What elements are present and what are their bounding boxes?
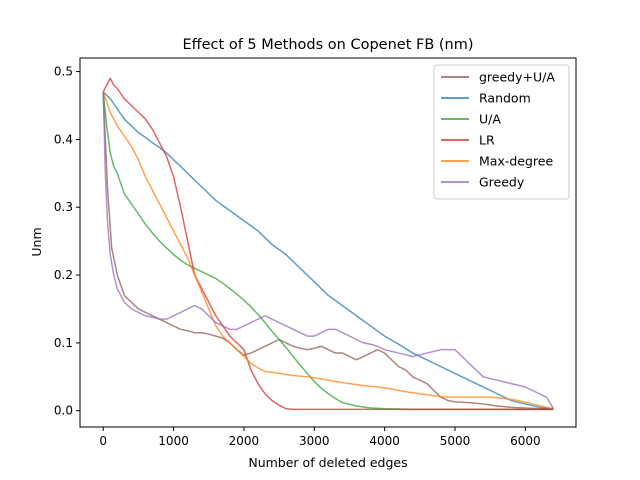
x-tick-label: 2000 xyxy=(229,434,260,448)
x-tick-label: 6000 xyxy=(510,434,541,448)
x-axis: 0 1000 2000 3000 4000 5000 6000 xyxy=(99,427,541,448)
series-line-5 xyxy=(102,91,555,410)
y-tick-label: 0.5 xyxy=(54,65,73,79)
x-tick-label: 0 xyxy=(99,434,107,448)
series-layer xyxy=(102,77,555,411)
y-tick-label: 0.1 xyxy=(54,336,73,350)
x-tick-label: 4000 xyxy=(369,434,400,448)
legend-label: Max-degree xyxy=(479,154,553,169)
x-tick-label: 3000 xyxy=(299,434,330,448)
x-tick-label: 5000 xyxy=(440,434,471,448)
legend-label: U/A xyxy=(479,112,501,127)
y-tick-label: 0.3 xyxy=(54,200,73,214)
legend: greedy+U/A Random U/A LR Max-degree Greedy xyxy=(433,64,570,200)
y-axis: 0.0 0.1 0.2 0.3 0.4 0.5 xyxy=(54,65,80,418)
y-tick-label: 0.4 xyxy=(54,132,73,146)
legend-label: LR xyxy=(479,133,495,148)
y-tick-label: 0.0 xyxy=(54,404,73,418)
series-line-1 xyxy=(102,91,554,410)
legend-label: Greedy xyxy=(479,175,525,190)
series-line-4 xyxy=(102,91,554,410)
legend-label: Random xyxy=(479,91,531,106)
x-tick-label: 1000 xyxy=(158,434,189,448)
y-axis-label: Unm xyxy=(29,227,44,256)
chart-title: Effect of 5 Methods on Copenet FB (nm) xyxy=(182,37,473,53)
x-axis-label: Number of deleted edges xyxy=(248,455,407,470)
plot-frame xyxy=(79,57,577,428)
legend-label: greedy+U/A xyxy=(479,70,555,85)
series-line-2 xyxy=(102,91,554,411)
series-line-0 xyxy=(102,91,554,410)
y-tick-label: 0.2 xyxy=(54,268,73,282)
